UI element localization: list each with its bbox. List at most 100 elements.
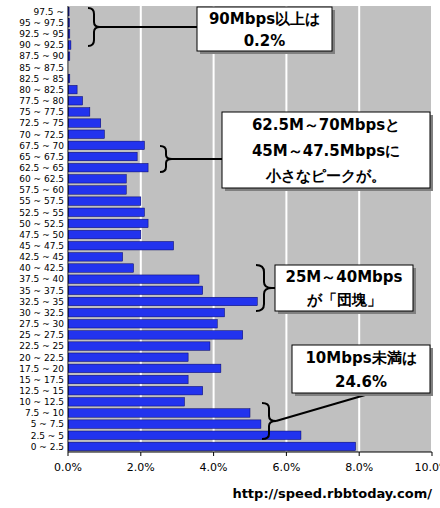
category-label: 75 ~ 77.5: [19, 107, 64, 117]
category-label: 17.5 ~ 20: [19, 364, 64, 374]
tick: [140, 452, 141, 456]
category-label: 50 ~ 52.5: [19, 219, 64, 229]
brace: [262, 393, 372, 439]
category-label: 30 ~ 32.5: [19, 308, 64, 318]
bar: [68, 297, 257, 305]
category-label: 25 ~ 27.5: [19, 330, 64, 340]
category-label: 10 ~ 12.5: [19, 397, 64, 407]
category-label: 0 ~ 2.5: [31, 442, 64, 452]
bar: [68, 331, 243, 339]
bar: [68, 264, 134, 272]
brace: [88, 8, 197, 46]
tick-label: 2.0%: [127, 461, 155, 474]
tick: [286, 452, 287, 456]
category-label: 22.5 ~ 25: [19, 341, 64, 351]
x-axis: [68, 452, 432, 453]
bar: [68, 308, 225, 316]
brace: [256, 265, 275, 311]
plot-area: [68, 6, 432, 452]
bar: [68, 175, 126, 183]
tick: [432, 452, 433, 456]
category-label: 80 ~ 82.5: [19, 85, 64, 95]
category-label: 45 ~ 47.5: [19, 241, 64, 251]
category-label: 87.5 ~ 90: [19, 51, 64, 61]
category-label: 67.5 ~ 70: [19, 141, 64, 151]
bar: [68, 186, 126, 194]
annotation-box: [222, 112, 430, 188]
bar: [68, 442, 356, 450]
category-label: 20 ~ 22.5: [19, 353, 64, 363]
annotation-text: 24.6%: [335, 373, 387, 391]
tick: [359, 452, 360, 456]
annotation-box: [197, 7, 332, 51]
bar: [68, 275, 199, 283]
bar: [68, 152, 137, 160]
grid-line: [140, 6, 142, 452]
tick-label: 4.0%: [200, 461, 228, 474]
annotation: 25M～40Mbpsが「団塊」: [275, 265, 416, 314]
tick-label: 0.0%: [54, 461, 82, 474]
bar: [68, 85, 77, 93]
bar: [68, 119, 101, 127]
bar: [68, 320, 217, 328]
annotation-text: 62.5M～70Mbpsと: [252, 116, 400, 134]
category-label: 35 ~ 37.5: [19, 286, 64, 296]
tick-label: 8.0%: [345, 461, 373, 474]
category-label: 47.5 ~ 50: [19, 230, 64, 240]
bar: [68, 230, 141, 238]
annotation: 62.5M～70Mbpsと 45M～47.5Mbpsに小さなピークが。: [222, 112, 433, 191]
bar: [68, 398, 184, 406]
bar: [68, 219, 148, 227]
category-label: 15 ~ 17.5: [19, 375, 64, 385]
tick: [213, 452, 214, 456]
annotation-text: 小さなピークが。: [265, 167, 386, 185]
category-label: 42.5 ~ 45: [19, 252, 64, 262]
y-axis: [68, 6, 69, 452]
category-label: 90 ~ 92.5: [19, 40, 64, 50]
annotation: 10Mbps未満は24.6%: [292, 345, 433, 396]
bar: [68, 286, 203, 294]
annotation-text: 25M～40Mbps: [285, 268, 402, 286]
category-label: 57.5 ~ 60: [19, 185, 64, 195]
bar: [68, 364, 221, 372]
category-label: 60 ~ 62.5: [19, 174, 64, 184]
bar: [68, 241, 174, 249]
category-label: 70 ~ 72.5: [19, 130, 64, 140]
category-label: 32.5 ~ 35: [19, 297, 64, 307]
bar: [68, 197, 141, 205]
annotation-text: 45M～47.5Mbpsに: [252, 142, 400, 160]
category-label: 62.5 ~ 65: [19, 163, 64, 173]
bar: [68, 253, 123, 261]
category-label: 12.5 ~ 15: [19, 386, 64, 396]
category-label: 5 ~ 7.5: [31, 419, 64, 429]
category-label: 37.5 ~ 40: [19, 274, 64, 284]
bar: [68, 141, 144, 149]
category-label: 2.5 ~ 5: [31, 431, 64, 441]
category-label: 65 ~ 67.5: [19, 152, 64, 162]
bar: [68, 353, 188, 361]
category-label: 97.5 ~: [34, 7, 64, 17]
annotation-box: [275, 265, 413, 311]
bar: [68, 130, 104, 138]
tick-label: 10.0%: [415, 461, 440, 474]
category-label: 77.5 ~ 80: [19, 96, 64, 106]
grid-line: [67, 6, 69, 452]
category-label: 85 ~ 87.5: [19, 63, 64, 73]
bar: [68, 208, 144, 216]
annotation-text: 90Mbps以上は: [209, 10, 320, 28]
chart: 0.0% 2.0% 4.0% 6.0% 8.0% 10.0% 0 ~ 2.52.5 ~ 5 5…: [0, 0, 440, 508]
grid-line: [285, 6, 287, 452]
bar: [68, 420, 261, 428]
bar: [68, 375, 188, 383]
bar: [68, 409, 250, 417]
annotation: 90Mbps以上は0.2%: [197, 7, 335, 54]
category-label: 92.5 ~ 95: [19, 29, 64, 39]
tick-label: 6.0%: [272, 461, 300, 474]
category-label: 55 ~ 57.5: [19, 196, 64, 206]
bar: [68, 386, 203, 394]
grid-line: [213, 6, 215, 452]
category-label: 72.5 ~ 75: [19, 118, 64, 128]
source: http://speed.rbbtoday.com/: [232, 486, 432, 501]
brace: [160, 146, 222, 172]
annotation-box: [292, 345, 430, 393]
